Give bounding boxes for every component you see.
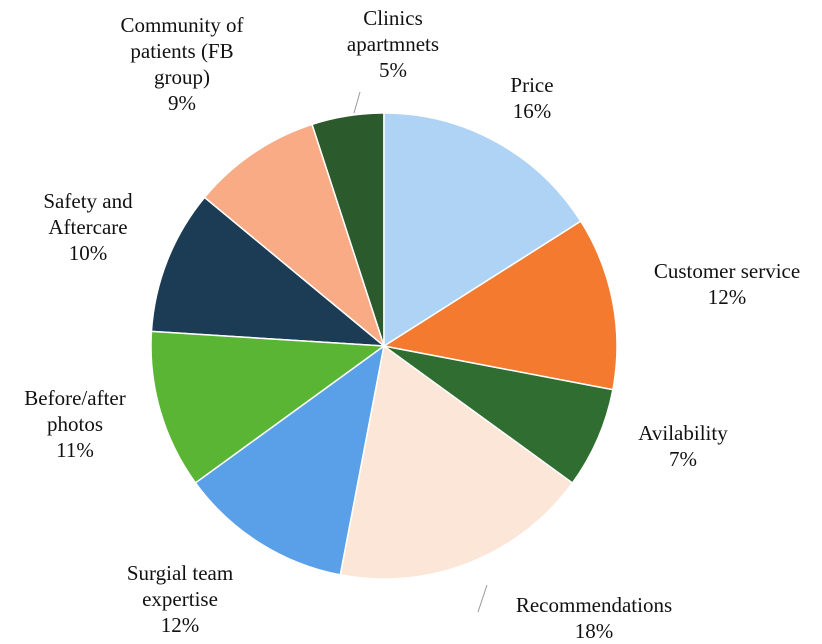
pie-slice xyxy=(150,196,387,347)
pie-slice xyxy=(150,330,387,485)
value-label: 16% xyxy=(512,99,552,123)
pie-slice xyxy=(383,345,614,485)
value-label: 9% xyxy=(168,91,196,115)
value-label: 12% xyxy=(707,285,747,309)
slice-label: Surgial team expertise 12% xyxy=(105,560,255,638)
leader-line xyxy=(477,584,488,613)
category-label: Recommendations xyxy=(515,593,673,617)
slice-label: Customer service 12% xyxy=(617,258,822,310)
value-label: 12% xyxy=(160,613,200,637)
pie-slice xyxy=(203,123,386,349)
pie-slice xyxy=(339,344,574,580)
category-label: Community of patients (FB group) xyxy=(120,13,244,89)
value-label: 5% xyxy=(379,58,407,82)
pie-slice xyxy=(383,112,582,348)
slice-label: Safety and Aftercare 10% xyxy=(28,188,148,266)
value-label: 18% xyxy=(574,619,614,643)
slice-label: Before/after photos 11% xyxy=(15,385,135,463)
slice-label: Recommendations 18% xyxy=(474,592,714,644)
category-label: Safety and Aftercare xyxy=(43,189,133,239)
slice-label: Clinics apartmnets 5% xyxy=(338,5,448,83)
category-label: Avilability xyxy=(638,421,728,445)
slice-label: Avilability 7% xyxy=(613,420,753,472)
pie-slice xyxy=(381,220,618,391)
category-label: Clinics apartmnets xyxy=(346,6,440,56)
value-label: 10% xyxy=(68,241,108,265)
category-label: Before/after photos xyxy=(24,386,126,436)
value-label: 11% xyxy=(56,438,94,462)
category-label: Customer service xyxy=(653,259,801,283)
category-label: Surgial team expertise xyxy=(126,561,234,611)
category-label: Price xyxy=(510,73,554,97)
leader-line xyxy=(353,91,361,114)
pie-slice xyxy=(194,344,386,576)
slice-label: Price 16% xyxy=(472,72,592,124)
value-label: 7% xyxy=(669,447,697,471)
slice-label: Community of patients (FB group) 9% xyxy=(102,12,262,116)
